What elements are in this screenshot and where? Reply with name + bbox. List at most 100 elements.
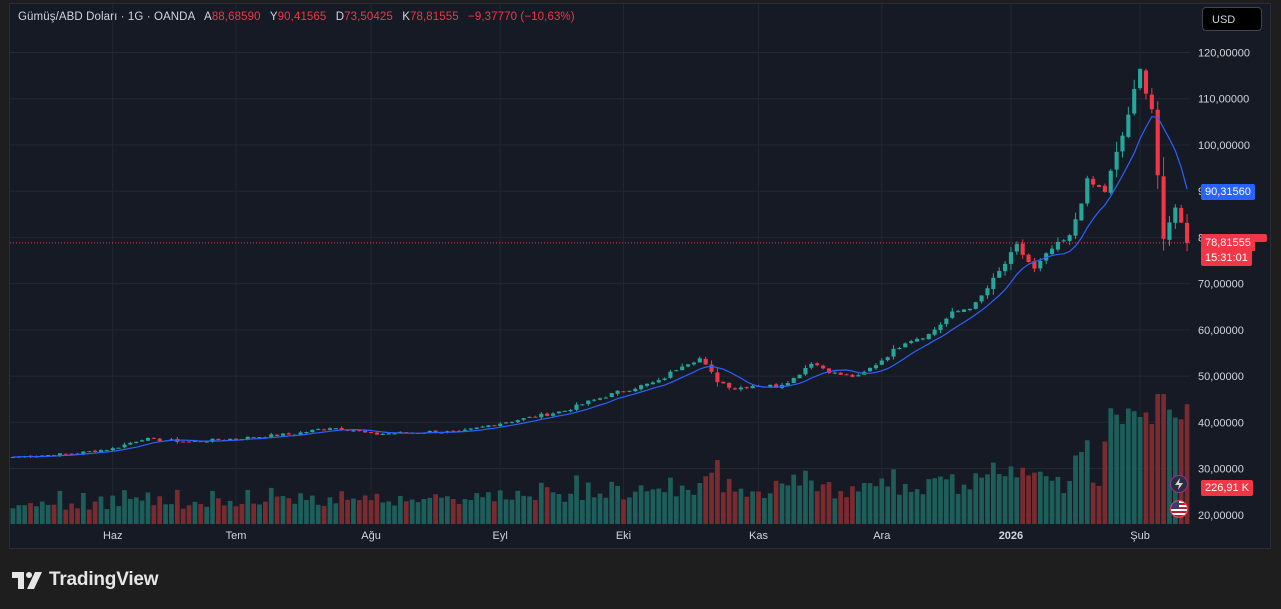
volume-bar [1178,419,1184,524]
chart-panel[interactable]: 20,00000 30,00000 40,00000 50,00000 60,00000… [9,3,1271,549]
ma-price-tag: 90,31560 [1201,184,1255,200]
time-axis[interactable]: Haz Tem Ağu Eyl Eki Kas Ara 2026 Şub [103,530,1150,542]
tradingview-brand[interactable]: TradingView [12,569,159,591]
candle-body [98,450,104,452]
volume-bar [110,495,116,524]
volume-bar [920,494,926,524]
symbol-name[interactable]: Gümüş/ABD Doları · 1G · OANDA [18,11,195,23]
volume-bar [292,503,298,524]
candle-body [486,425,491,427]
close-value: 78,81555 [409,11,459,23]
volume-bar [562,501,568,524]
grid-lines [10,4,1190,524]
candle-body [727,382,732,388]
volume-bar [298,493,303,524]
volume-bar [257,504,262,524]
volume-bar [597,493,603,524]
volume-bar [28,503,33,524]
volume-bar [515,490,521,524]
candle-body [333,428,338,430]
candle-body [1026,254,1031,263]
volume-bar [368,500,374,524]
volume-bar [544,487,550,524]
volume-bar [10,508,16,524]
volume-bar [990,462,996,524]
volume-tag: 226,91 K [1201,480,1254,496]
volume-bar [885,486,891,524]
candle-body [586,400,591,405]
candle-body [134,441,139,444]
candle-body [462,429,468,431]
volume-bar [609,481,615,524]
candle-body [1126,114,1131,137]
flash-icon[interactable] [1170,475,1188,493]
volume-bar [867,483,873,524]
volume-bar [16,505,22,524]
candle-body [1167,222,1172,240]
us-flag-icon[interactable] [1170,500,1188,518]
volume-bar [1126,408,1131,524]
candle-body [609,393,614,398]
volume-bar [1120,423,1125,524]
candle-body [1020,243,1025,255]
volume-bar [720,492,726,524]
currency-button[interactable]: USD [1202,7,1262,31]
volume-bar [1020,467,1026,524]
volume-bar [128,498,133,524]
y-tick-label: 70,00000 [1198,279,1244,291]
candle-body [504,422,509,424]
symbol-legend: Gümüş/ABD Doları · 1G · OANDA A88,68590 … [18,11,575,23]
price-axis[interactable]: 20,00000 30,00000 40,00000 50,00000 60,00000… [1198,47,1250,521]
candle-body [233,438,239,440]
candle-body [873,365,878,369]
volume-bar [662,492,667,524]
volume-bar [304,500,309,524]
candle-body [187,441,192,443]
volume-bar [139,500,145,524]
volume-bar [715,460,720,524]
volume-bar [122,490,127,524]
volume-bar [462,499,468,524]
volume-bar [838,491,844,524]
candle-body [122,444,127,448]
volume-bar [591,497,597,524]
candle-body [474,427,479,429]
volume-bar [550,492,556,524]
volume-bar [86,509,92,524]
close-label: K [402,11,410,23]
x-tick-label: Kas [749,530,768,542]
volume-bar [656,488,662,524]
volume-bar [844,497,849,524]
candle-body [1014,244,1019,252]
volume-bar [98,496,104,524]
candle-body [662,378,667,380]
candle-body [1073,219,1078,236]
candle-body [492,425,497,427]
volume-bar [1143,412,1149,524]
candle-body [1091,178,1096,185]
volume-bar [826,481,832,524]
candle-body [1161,176,1166,239]
candle-body [216,438,221,440]
volume-bar [415,502,421,524]
candlestick-chart[interactable]: 20,00000 30,00000 40,00000 50,00000 60,00000… [10,4,1271,549]
candle-body [821,365,826,369]
candle-body [961,309,967,312]
candle-body [433,430,438,433]
candle-body [509,421,514,423]
volume-bar [81,493,86,524]
footer-bar: TradingView [0,549,1281,609]
candle-body [621,391,626,393]
candle-body [345,429,350,431]
volume-bar [679,485,685,524]
volume-bar [221,505,227,524]
volume-bar [1167,409,1172,524]
candle-body [832,372,837,374]
volume-bar [1032,472,1037,524]
high-label: Y [269,11,278,23]
candle-body [339,428,344,431]
volume-bar [151,505,157,524]
candle-body [269,434,274,438]
y-tick-label: 40,00000 [1198,417,1244,429]
candle-body [1102,185,1107,192]
